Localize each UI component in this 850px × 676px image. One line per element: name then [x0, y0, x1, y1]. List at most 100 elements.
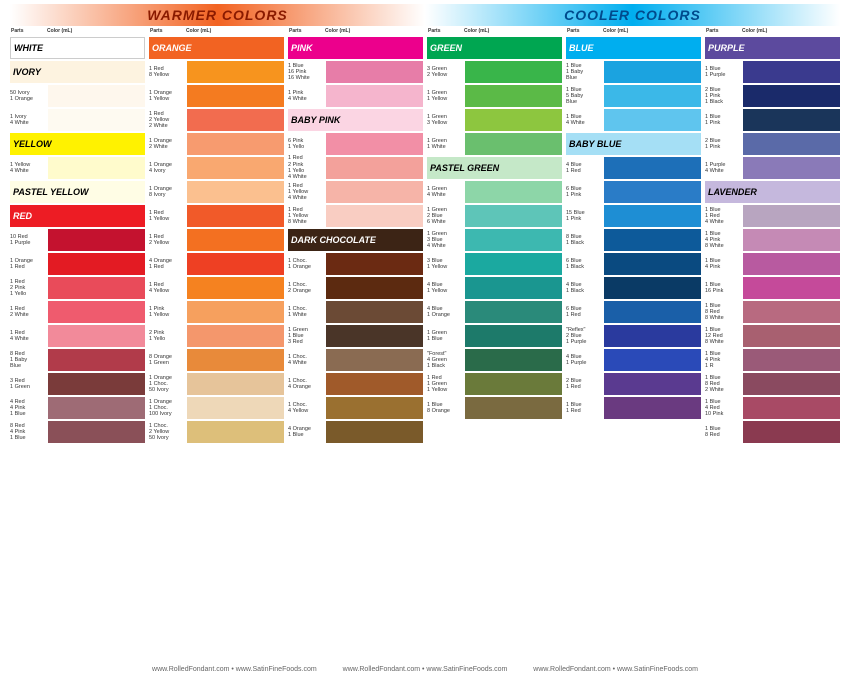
- color-swatch: [743, 421, 840, 443]
- recipe: 1 Blue1 BabyBlue: [566, 61, 604, 83]
- recipe: "Forest"4 Green1 Black: [427, 349, 465, 371]
- recipe: 1 Orange4 Ivory: [149, 157, 187, 179]
- color-swatch: [326, 397, 423, 419]
- color-swatch: [326, 349, 423, 371]
- color-swatch: [48, 109, 145, 131]
- swatch-row: 1 Green4 White: [427, 181, 562, 203]
- swatch-row: 4 Blue1 Yellow: [427, 277, 562, 299]
- color-swatch: [604, 301, 701, 323]
- recipe: 1 Red2 Yellow2 White: [149, 109, 187, 131]
- recipe: 1 Orange1 Yellow: [149, 85, 187, 107]
- swatch-row: 2 Blue1 Pink1 Black: [705, 85, 840, 107]
- swatch-row: 8 Blue1 Black: [566, 229, 701, 251]
- swatch-row: 1 Blue4 White: [566, 109, 701, 131]
- parts-label: Parts: [428, 28, 464, 35]
- section-blue: BLUE: [566, 37, 701, 59]
- color-swatch: [187, 157, 284, 179]
- parts-label: Parts: [706, 28, 742, 35]
- swatch-row: 1 Orange1 Choc.50 Ivory: [149, 373, 284, 395]
- column-header: PartsColor (mL): [288, 28, 423, 35]
- swatch-row: 1 Orange2 White: [149, 133, 284, 155]
- swatch-row: 8 Red1 BabyBlue: [10, 349, 145, 371]
- recipe: 1 Blue8 Red8 White: [705, 301, 743, 323]
- recipe: 4 Blue1 Orange: [427, 301, 465, 323]
- color-swatch: [743, 373, 840, 395]
- swatch-row: 4 Blue1 Orange: [427, 301, 562, 323]
- color-swatch: [604, 205, 701, 227]
- swatch-row: 1 Blue8 Red: [705, 421, 840, 443]
- swatch-row: 4 Blue1 Purple: [566, 349, 701, 371]
- color-swatch: [326, 421, 423, 443]
- swatch-row: 1 Green1 Blue3 Red: [288, 325, 423, 347]
- color-label: Color (mL): [603, 28, 628, 35]
- swatch-row: 1 Red2 Yellow: [149, 229, 284, 251]
- swatch-row: 1 Red1 Yellow: [149, 205, 284, 227]
- recipe: 4 Orange1 Red: [149, 253, 187, 275]
- section-pastel-yellow: PASTEL YELLOW: [10, 181, 145, 203]
- recipe: 1 Red4 Yellow: [149, 277, 187, 299]
- color-swatch: [326, 301, 423, 323]
- color-swatch: [187, 133, 284, 155]
- recipe: 1 Green1 White: [427, 133, 465, 155]
- color-swatch: [465, 253, 562, 275]
- recipe: 2 Blue1 Pink: [705, 133, 743, 155]
- header-row: WARMER COLORS COOLER COLORS: [10, 4, 840, 26]
- parts-label: Parts: [289, 28, 325, 35]
- recipe: 4 Blue1 Black: [566, 277, 604, 299]
- recipe: 1 Blue4 Pink: [705, 253, 743, 275]
- swatch-row: 1 Red1 Yellow8 White: [288, 205, 423, 227]
- color-swatch: [187, 85, 284, 107]
- swatch-row: 1 Pink1 Yellow: [149, 301, 284, 323]
- recipe: 6 Pink1 Yello: [288, 133, 326, 155]
- swatch-row: "Reflex"2 Blue1 Purple: [566, 325, 701, 347]
- color-swatch: [326, 181, 423, 203]
- color-swatch: [465, 61, 562, 83]
- swatch-row: 1 Choc.1 White: [288, 301, 423, 323]
- recipe: 1 Green1 Blue3 Red: [288, 325, 326, 347]
- color-label: Color (mL): [464, 28, 489, 35]
- color-swatch: [465, 205, 562, 227]
- color-swatch: [604, 181, 701, 203]
- color-swatch: [465, 325, 562, 347]
- recipe: 1 Choc.1 Orange: [288, 253, 326, 275]
- recipe: 1 Choc.4 White: [288, 349, 326, 371]
- color-swatch: [465, 397, 562, 419]
- swatch-row: 1 Green3 Yellow: [427, 109, 562, 131]
- swatch-row: 50 Ivory1 Orange: [10, 85, 145, 107]
- recipe: 1 Blue4 Pink8 White: [705, 229, 743, 251]
- section-baby-pink: BABY PINK: [288, 109, 423, 131]
- swatch-row: 1 Red2 White: [10, 301, 145, 323]
- column-header: PartsColor (mL): [705, 28, 840, 35]
- swatch-row: 6 Blue1 Red: [566, 301, 701, 323]
- color-swatch: [326, 133, 423, 155]
- recipe: 1 Blue1 Purple: [705, 61, 743, 83]
- swatch-row: 10 Red1 Purple: [10, 229, 145, 251]
- recipe: 1 Orange1 Choc.100 Ivory: [149, 397, 187, 419]
- swatch-row: 2 Pink1 Yello: [149, 325, 284, 347]
- recipe: 3 Blue1 Yellow: [427, 253, 465, 275]
- swatch-row: 8 Orange1 Green: [149, 349, 284, 371]
- recipe: 1 Blue16 Pink16 White: [288, 61, 326, 83]
- section-lavender: LAVENDER: [705, 181, 840, 203]
- swatch-row: 1 Choc.2 Orange: [288, 277, 423, 299]
- recipe: 1 Blue16 Pink: [705, 277, 743, 299]
- color-swatch: [187, 205, 284, 227]
- swatch-row: 1 Orange1 Yellow: [149, 85, 284, 107]
- color-chart-page: WARMER COLORS COOLER COLORS PartsColor (…: [0, 4, 850, 676]
- section-white: WHITE: [10, 37, 145, 59]
- color-swatch: [604, 253, 701, 275]
- recipe: 3 Green2 Yellow: [427, 61, 465, 83]
- color-swatch: [187, 181, 284, 203]
- recipe: 1 Blue4 Pink1 R: [705, 349, 743, 371]
- swatch-row: 1 Orange1 Choc.100 Ivory: [149, 397, 284, 419]
- recipe: 1 Red1 Yellow: [149, 205, 187, 227]
- section-red: RED: [10, 205, 145, 227]
- swatch-row: 2 Blue1 Pink: [705, 133, 840, 155]
- swatch-row: 4 Blue1 Black: [566, 277, 701, 299]
- swatch-row: 8 Red4 Pink1 Blue: [10, 421, 145, 443]
- swatch-row: 1 Red4 Yellow: [149, 277, 284, 299]
- recipe: 1 Blue8 Orange: [427, 397, 465, 419]
- swatch-row: 3 Red1 Green: [10, 373, 145, 395]
- recipe: 1 Green3 Blue4 White: [427, 229, 465, 251]
- column-0: PartsColor (mL)WHITEIVORY50 Ivory1 Orang…: [10, 28, 145, 443]
